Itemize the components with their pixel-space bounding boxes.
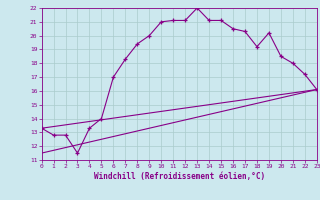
X-axis label: Windchill (Refroidissement éolien,°C): Windchill (Refroidissement éolien,°C) [94, 172, 265, 181]
